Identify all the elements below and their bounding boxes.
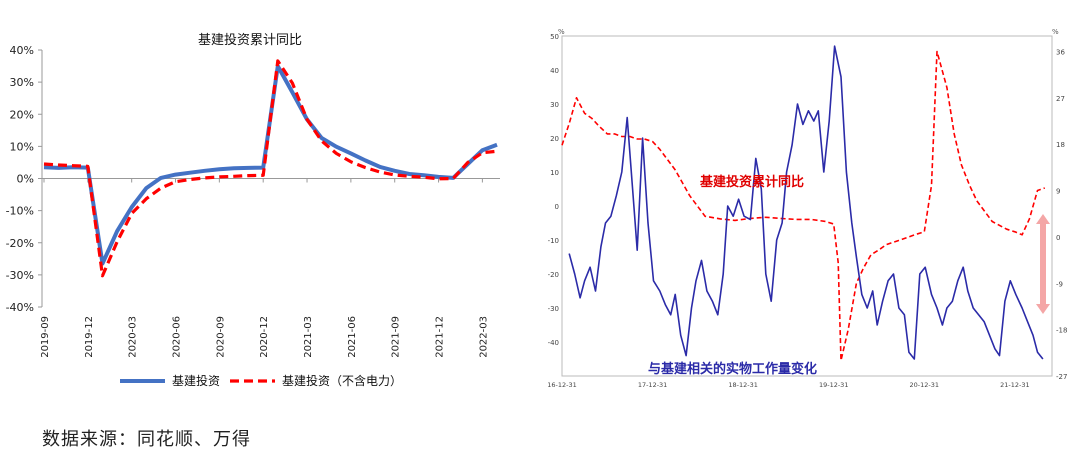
- left-y-tick-label: -10%: [6, 205, 34, 218]
- left-chart: 基建投资累计同比 40%30%20%10%0%-10%-20%-30%-40% …: [6, 32, 500, 388]
- left-axis-unit: %: [558, 28, 565, 36]
- right-chart-x-tick-label: 21-12-31: [1000, 381, 1030, 389]
- right-chart-right-tick-label: -18: [1056, 327, 1067, 335]
- gap-arrow-head-down: [1036, 304, 1050, 314]
- right-chart-right-tick-label: -9: [1056, 280, 1063, 288]
- right-chart-left-tick-label: 0: [555, 203, 559, 211]
- left-y-tick-label: 10%: [10, 140, 34, 153]
- left-x-tick-label: 2020-03: [128, 316, 139, 358]
- left-y-tick-label: 20%: [10, 108, 34, 121]
- gap-arrow-shaft: [1040, 222, 1046, 306]
- left-x-tick-label: 2019-09: [40, 316, 51, 358]
- right-chart-right-tick-label: 9: [1056, 188, 1060, 196]
- right-chart-left-tick-label: 30: [550, 101, 559, 109]
- left-y-tick-label: 30%: [10, 76, 34, 89]
- left-y-tick-label: 40%: [10, 44, 34, 57]
- left-x-tick-label: 2021-12: [435, 316, 446, 358]
- gap-double-arrow: [1036, 214, 1050, 314]
- series-line-infra-ex-power: [43, 59, 498, 278]
- right-chart-left-tick-label: -30: [548, 305, 559, 313]
- right-axis-unit: %: [1052, 28, 1059, 36]
- right-chart-left-tick-label: 50: [550, 33, 559, 41]
- right-chart-x-tick-label: 18-12-31: [728, 381, 758, 389]
- right-chart-right-tick-label: 0: [1056, 234, 1060, 242]
- left-x-tick-label: 2019-12: [84, 316, 95, 358]
- right-chart-left-tick-label: -40: [548, 339, 559, 347]
- left-x-tick-label: 2020-06: [172, 316, 183, 358]
- legend-label: 基建投资: [172, 373, 220, 388]
- left-x-tick-label: 2022-03: [478, 316, 489, 358]
- left-y-tick-label: -20%: [6, 237, 34, 250]
- left-y-tick-label: -30%: [6, 269, 34, 282]
- left-x-tick-label: 2021-03: [303, 316, 314, 358]
- left-y-tick-label: 0%: [17, 173, 34, 186]
- left-x-tick-label: 2020-12: [259, 316, 270, 358]
- right-chart-right-tick-label: -27: [1056, 373, 1067, 381]
- source-note: 数据来源：同花顺、万得: [42, 429, 251, 450]
- right-chart-x-tick-label: 17-12-31: [638, 381, 668, 389]
- left-chart-legend: 基建投资 基建投资（不含电力）: [120, 373, 402, 388]
- series-line-physical-workload: [568, 45, 1044, 360]
- left-x-tick-label: 2021-09: [391, 316, 402, 358]
- right-chart-x-tick-label: 19-12-31: [819, 381, 849, 389]
- right-chart-x-tick-label: 20-12-31: [910, 381, 940, 389]
- series-line-infra-investment: [43, 64, 498, 266]
- left-x-tick-label: 2021-06: [347, 316, 358, 358]
- left-x-tick-label: 2020-09: [215, 316, 226, 358]
- right-chart-left-tick-label: 10: [550, 169, 559, 177]
- right-chart: % % 50 40 30 20 10 0 -10 -20 -30 -40 36 27 18 9 0 -9 -1…: [548, 28, 1067, 389]
- right-chart-left-tick-label: -10: [548, 237, 559, 245]
- left-chart-title: 基建投资累计同比: [198, 32, 302, 48]
- annotation-physical-workload: 与基建相关的实物工作量变化: [648, 361, 817, 377]
- right-chart-right-tick-label: 18: [1056, 141, 1065, 149]
- right-chart-right-tick-label: 36: [1056, 48, 1065, 56]
- gap-arrow-head-up: [1036, 214, 1050, 224]
- right-chart-plot-frame: [561, 35, 1053, 377]
- left-y-tick-label: -40%: [6, 301, 34, 314]
- right-chart-left-tick-label: 40: [550, 67, 559, 75]
- legend-label: 基建投资（不含电力）: [282, 373, 402, 388]
- right-chart-right-tick-label: 27: [1056, 95, 1065, 103]
- right-chart-left-tick-label: -20: [548, 271, 559, 279]
- series-line-infra-yoy: [561, 50, 1046, 362]
- annotation-infra-yoy: 基建投资累计同比: [699, 174, 804, 190]
- right-chart-left-tick-label: 20: [550, 135, 559, 143]
- right-chart-x-tick-label: 16-12-31: [548, 381, 577, 389]
